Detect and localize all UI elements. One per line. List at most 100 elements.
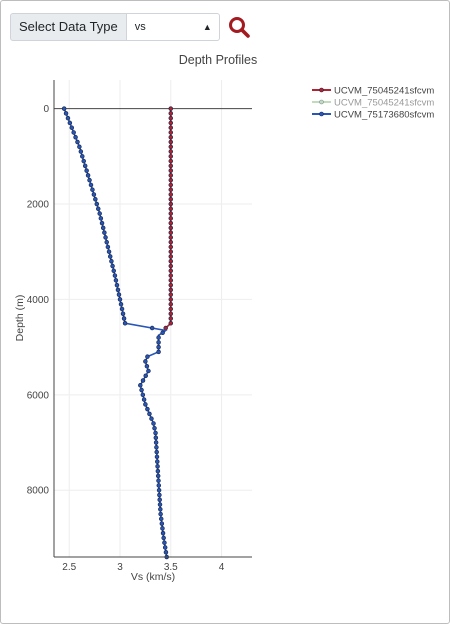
series-point (168, 301, 174, 307)
series-point (151, 421, 156, 426)
series-point (162, 540, 167, 545)
series-point (93, 197, 98, 202)
data-type-select[interactable]: vs ▲ (126, 13, 220, 41)
series-point (168, 239, 174, 245)
series-point (155, 459, 160, 464)
series-point (168, 125, 174, 130)
series-point (156, 478, 161, 483)
series-point (168, 111, 174, 116)
series-point (168, 216, 174, 221)
series-point (168, 235, 174, 240)
y-axis-label: Depth (m) (14, 295, 26, 342)
legend-swatch-marker (319, 87, 324, 93)
legend-item: UCVM_75173680sfcvm (312, 110, 434, 121)
series-point (168, 154, 174, 159)
x-tick-label: 3 (117, 562, 123, 573)
series-point (82, 163, 88, 169)
series-point (112, 273, 118, 278)
series-point (118, 301, 124, 307)
series-point (168, 306, 174, 312)
series-point (168, 182, 174, 188)
series-point (168, 120, 174, 126)
series-point (98, 216, 104, 221)
legend-swatch-marker (319, 111, 324, 117)
series-point (138, 383, 143, 388)
y-tick-label: 0 (43, 104, 49, 115)
series-point (168, 177, 174, 183)
series-point (143, 402, 148, 407)
series-point (104, 239, 109, 245)
series-point (168, 225, 174, 231)
x-axis-label: Vs (km/s) (131, 571, 175, 583)
series-point (153, 435, 159, 441)
series-point (168, 244, 174, 250)
series-point (100, 225, 106, 231)
series-point (155, 468, 161, 474)
series-point (157, 492, 162, 498)
series-point (145, 354, 150, 359)
series-point (91, 192, 97, 197)
series-point (158, 507, 163, 512)
series-point (120, 311, 126, 316)
series-point (85, 173, 91, 178)
series-point (156, 340, 161, 345)
legend-item: UCVM_75045241sfcvm (312, 86, 434, 97)
series-point (168, 106, 174, 111)
y-tick-label: 6000 (27, 390, 50, 401)
series-layer (61, 106, 174, 560)
series-point (168, 211, 174, 216)
series-point (168, 187, 174, 192)
series-point (77, 144, 82, 150)
series-point (163, 549, 169, 555)
series-point (154, 454, 160, 460)
y-tick-label: 4000 (27, 295, 50, 306)
series-point (155, 473, 161, 479)
data-type-selected-value: vs (134, 21, 146, 33)
series-point (161, 535, 166, 541)
series-point (160, 530, 166, 536)
series-point (168, 254, 174, 259)
select-arrows-icon: ▲ (202, 22, 212, 32)
series-point (168, 134, 174, 140)
series-point (163, 325, 168, 331)
series-point (71, 130, 76, 135)
grid-layer (54, 80, 252, 557)
series-point (168, 163, 174, 169)
series-point (139, 387, 144, 393)
series-point (73, 134, 78, 140)
series-point (111, 268, 117, 274)
series-point (168, 287, 174, 293)
series-point (61, 106, 67, 111)
series-point (145, 406, 150, 412)
series-point (168, 144, 174, 150)
series-point (156, 483, 162, 488)
series-point (168, 263, 174, 269)
series-point (107, 254, 113, 259)
series-point (162, 545, 168, 550)
series-point (156, 344, 161, 350)
series-point (168, 149, 174, 154)
series-point (168, 297, 174, 302)
series-point (147, 411, 152, 417)
legend-label: UCVM_75045241sfcvm (334, 98, 434, 109)
series-point (81, 158, 86, 164)
series-point (153, 440, 159, 445)
series-point (160, 330, 165, 336)
x-tick-label: 4 (219, 562, 225, 573)
search-icon[interactable] (227, 15, 251, 39)
series-point (87, 177, 92, 183)
series-point (160, 526, 165, 531)
series-point (122, 321, 128, 326)
series-point (154, 449, 159, 455)
series-point (143, 373, 148, 378)
series-point (168, 316, 174, 321)
series-point (116, 292, 122, 297)
series-point (84, 168, 89, 173)
series-point (168, 259, 174, 264)
series-point (156, 487, 162, 493)
chart-title: Depth Profiles (179, 53, 258, 67)
series-point (168, 139, 174, 145)
series-point (97, 211, 102, 216)
series-point (115, 287, 121, 293)
series-point (168, 206, 174, 212)
